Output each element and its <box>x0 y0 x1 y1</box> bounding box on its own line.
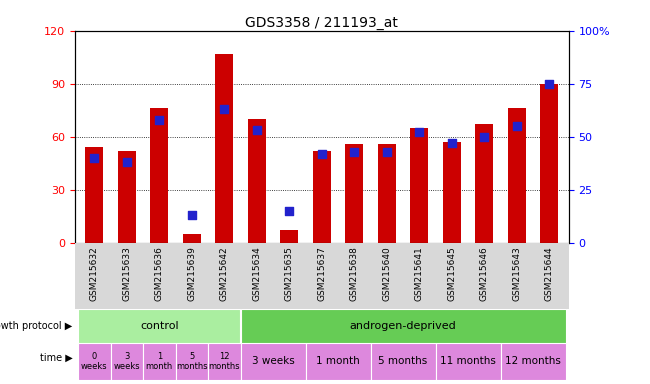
Bar <box>313 151 331 243</box>
Point <box>89 155 99 161</box>
Bar <box>306 343 370 380</box>
Point <box>414 129 424 136</box>
Point <box>252 127 262 133</box>
Point <box>284 208 294 214</box>
Text: GSM215646: GSM215646 <box>480 246 489 301</box>
Point <box>187 212 197 218</box>
Bar <box>240 309 566 343</box>
Point <box>447 140 457 146</box>
Text: GSM215634: GSM215634 <box>252 246 261 301</box>
Text: 3
weeks: 3 weeks <box>114 352 140 371</box>
Bar <box>248 119 266 243</box>
Text: GSM215636: GSM215636 <box>155 246 164 301</box>
Bar <box>78 309 240 343</box>
Text: GSM215644: GSM215644 <box>545 246 554 301</box>
Text: 12
months: 12 months <box>209 352 240 371</box>
Text: GSM215637: GSM215637 <box>317 246 326 301</box>
Bar <box>436 343 500 380</box>
Bar <box>78 343 111 380</box>
Text: 5
months: 5 months <box>176 352 207 371</box>
Text: GSM215633: GSM215633 <box>122 246 131 301</box>
Text: GSM215645: GSM215645 <box>447 246 456 301</box>
Point <box>349 149 359 155</box>
Text: growth protocol ▶: growth protocol ▶ <box>0 321 72 331</box>
Text: GSM215638: GSM215638 <box>350 246 359 301</box>
Bar <box>370 343 436 380</box>
Bar <box>208 343 240 380</box>
Bar <box>500 343 566 380</box>
Point <box>122 159 132 165</box>
Text: 3 weeks: 3 weeks <box>252 356 294 366</box>
Text: 1
month: 1 month <box>146 352 173 371</box>
Bar <box>378 144 396 243</box>
Bar <box>183 234 201 243</box>
Text: GSM215639: GSM215639 <box>187 246 196 301</box>
Point <box>382 149 392 155</box>
Bar <box>540 84 558 243</box>
Bar <box>150 108 168 243</box>
Text: GSM215632: GSM215632 <box>90 246 99 301</box>
Text: 5 months: 5 months <box>378 356 428 366</box>
Bar <box>143 343 176 380</box>
Bar <box>240 343 306 380</box>
Text: GSM215635: GSM215635 <box>285 246 294 301</box>
Bar <box>118 151 136 243</box>
Bar <box>475 124 493 243</box>
Text: GSM215640: GSM215640 <box>382 246 391 301</box>
Point <box>219 106 229 112</box>
Bar <box>176 343 208 380</box>
Bar <box>111 343 143 380</box>
Text: androgen-deprived: androgen-deprived <box>350 321 456 331</box>
Point <box>544 81 554 87</box>
Bar <box>345 144 363 243</box>
Point <box>154 117 164 123</box>
Text: 1 month: 1 month <box>316 356 360 366</box>
Point <box>512 123 522 129</box>
Text: 12 months: 12 months <box>505 356 561 366</box>
Text: 0
weeks: 0 weeks <box>81 352 107 371</box>
Text: time ▶: time ▶ <box>40 353 72 362</box>
Bar <box>443 142 461 243</box>
Text: GSM215642: GSM215642 <box>220 246 229 301</box>
Bar <box>85 147 103 243</box>
Title: GDS3358 / 211193_at: GDS3358 / 211193_at <box>245 16 398 30</box>
Text: 11 months: 11 months <box>440 356 496 366</box>
Bar <box>280 230 298 243</box>
Text: control: control <box>140 321 179 331</box>
Bar <box>215 54 233 243</box>
Point <box>479 134 489 140</box>
Bar <box>410 128 428 243</box>
Point <box>317 151 327 157</box>
Text: GSM215641: GSM215641 <box>415 246 424 301</box>
Bar <box>508 108 526 243</box>
Text: GSM215643: GSM215643 <box>512 246 521 301</box>
